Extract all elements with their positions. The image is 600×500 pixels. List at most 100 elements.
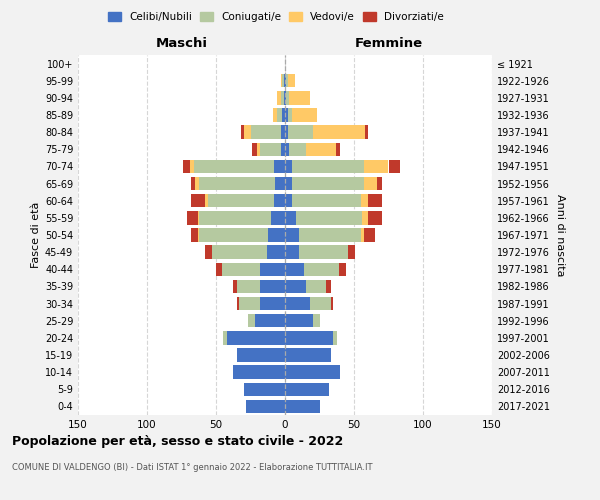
Bar [239, 297, 260, 310]
Bar [310, 297, 331, 310]
Bar [284, 91, 285, 104]
Bar [205, 194, 208, 207]
Bar [288, 108, 292, 122]
Bar [285, 211, 296, 224]
Bar [236, 348, 285, 362]
Bar [377, 177, 382, 190]
Bar [191, 194, 205, 207]
Bar [285, 382, 329, 396]
Bar [252, 142, 257, 156]
Bar [251, 126, 281, 139]
Bar [296, 211, 362, 224]
Bar [306, 142, 336, 156]
Bar [285, 262, 304, 276]
Bar [267, 246, 285, 259]
Bar [277, 108, 282, 122]
Bar [285, 91, 286, 104]
Bar [281, 74, 282, 88]
Bar [282, 108, 285, 122]
Bar [198, 211, 199, 224]
Bar [196, 177, 199, 190]
Bar [288, 74, 295, 88]
Bar [365, 126, 368, 139]
Bar [285, 142, 289, 156]
Bar [285, 400, 320, 413]
Bar [285, 177, 292, 190]
Bar [285, 314, 313, 328]
Bar [313, 126, 365, 139]
Bar [361, 194, 368, 207]
Bar [304, 262, 339, 276]
Bar [191, 228, 198, 241]
Bar [237, 297, 239, 310]
Bar [281, 126, 285, 139]
Text: COMUNE DI VALDENGO (BI) - Dati ISTAT 1° gennaio 2022 - Elaborazione TUTTITALIA.I: COMUNE DI VALDENGO (BI) - Dati ISTAT 1° … [12, 462, 373, 471]
Bar [285, 297, 310, 310]
Bar [292, 108, 317, 122]
Bar [389, 160, 400, 173]
Bar [248, 314, 254, 328]
Bar [208, 194, 274, 207]
Bar [292, 194, 361, 207]
Bar [244, 126, 251, 139]
Text: Femmine: Femmine [355, 37, 422, 50]
Bar [285, 246, 299, 259]
Bar [187, 211, 198, 224]
Bar [274, 160, 285, 173]
Bar [286, 91, 289, 104]
Bar [364, 177, 377, 190]
Bar [285, 331, 334, 344]
Bar [190, 160, 194, 173]
Bar [241, 126, 244, 139]
Bar [260, 262, 285, 276]
Y-axis label: Fasce di età: Fasce di età [31, 202, 41, 268]
Bar [284, 74, 285, 88]
Bar [313, 314, 320, 328]
Bar [198, 228, 199, 241]
Bar [285, 160, 292, 173]
Bar [257, 142, 260, 156]
Bar [364, 228, 374, 241]
Bar [285, 194, 292, 207]
Bar [268, 228, 285, 241]
Legend: Celibi/Nubili, Coniugati/e, Vedovi/e, Divorziati/e: Celibi/Nubili, Coniugati/e, Vedovi/e, Di… [104, 8, 448, 26]
Bar [271, 211, 285, 224]
Bar [260, 280, 285, 293]
Bar [336, 142, 340, 156]
Bar [306, 280, 326, 293]
Bar [199, 211, 271, 224]
Bar [285, 126, 288, 139]
Bar [221, 262, 260, 276]
Bar [326, 280, 331, 293]
Bar [364, 160, 389, 173]
Bar [331, 297, 334, 310]
Bar [237, 280, 260, 293]
Bar [281, 91, 284, 104]
Bar [260, 142, 281, 156]
Bar [286, 74, 288, 88]
Bar [227, 331, 285, 344]
Bar [272, 108, 277, 122]
Text: Popolazione per età, sesso e stato civile - 2022: Popolazione per età, sesso e stato civil… [12, 435, 343, 448]
Bar [362, 211, 368, 224]
Bar [282, 74, 284, 88]
Bar [368, 211, 382, 224]
Bar [361, 228, 364, 241]
Bar [281, 142, 285, 156]
Bar [212, 246, 267, 259]
Bar [349, 246, 355, 259]
Bar [289, 142, 306, 156]
Bar [285, 228, 299, 241]
Bar [368, 194, 382, 207]
Bar [274, 194, 285, 207]
Bar [199, 228, 268, 241]
Bar [289, 91, 310, 104]
Bar [191, 177, 196, 190]
Bar [299, 246, 349, 259]
Bar [233, 366, 285, 379]
Bar [299, 228, 361, 241]
Bar [288, 126, 313, 139]
Bar [194, 160, 274, 173]
Bar [285, 366, 340, 379]
Bar [334, 331, 337, 344]
